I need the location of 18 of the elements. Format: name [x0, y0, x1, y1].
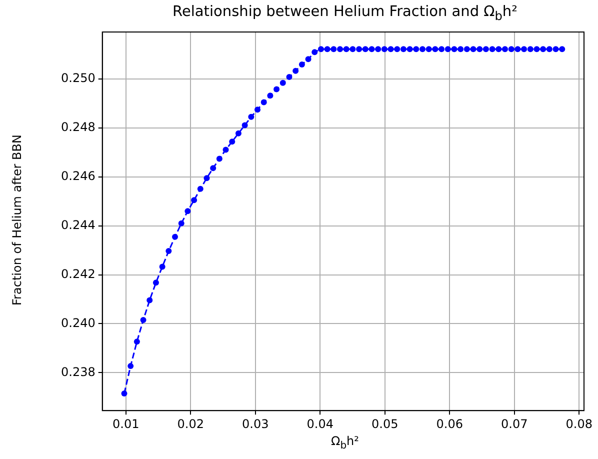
y-tick-label: 0.244 [60, 218, 96, 232]
x-axis-title: Ω$_{b}$h² [330, 434, 360, 452]
x-tick-label: 0.01 [112, 416, 140, 431]
y-tick-label: 0.246 [60, 169, 96, 184]
x-tick-label: 0.08 [566, 416, 593, 431]
x-tick-label: 0.03 [242, 416, 269, 431]
y-tick-label: 0.238 [60, 364, 96, 379]
y-tick-label: 0.248 [60, 120, 96, 134]
x-tick-label: 0.06 [436, 416, 463, 431]
y-tick-label: 0.250 [60, 71, 96, 86]
x-tick-label: 0.02 [177, 416, 204, 431]
chart-title: Relationship between Helium Fraction and Ω$_{b}$h² [172, 4, 518, 23]
y-tick-label: 0.242 [60, 266, 96, 281]
x-tick-label: 0.05 [372, 416, 398, 431]
y-axis-title: Fraction of Helium after BBN [10, 134, 24, 308]
x-tick-label: 0.04 [306, 416, 334, 431]
x-tick-label: 0.07 [501, 416, 528, 431]
y-tick-label: 0.240 [60, 316, 96, 330]
